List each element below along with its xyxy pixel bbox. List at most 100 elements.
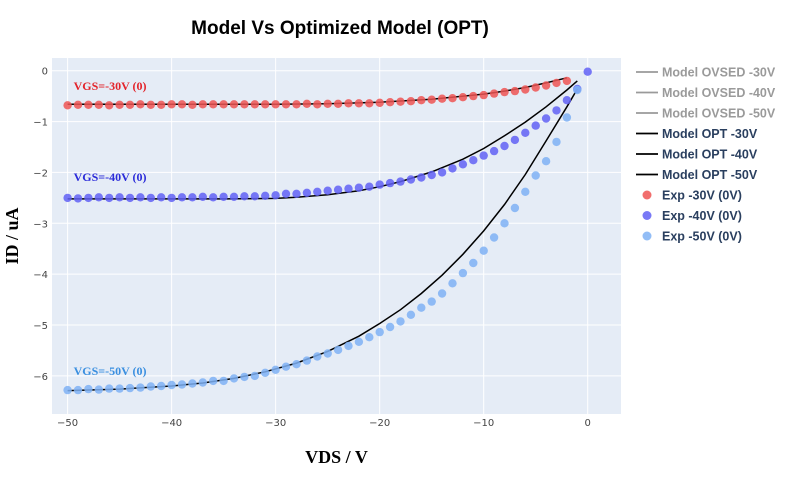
data-point (562, 96, 572, 105)
data-point (105, 384, 114, 393)
data-point (146, 193, 155, 203)
data-point (552, 78, 561, 88)
chart-title: Model Vs Optimized Model (OPT) (191, 18, 489, 39)
data-point (333, 345, 343, 355)
legend-item[interactable]: Exp -40V (0V) (642, 209, 742, 223)
data-point (437, 94, 447, 103)
data-point (125, 383, 135, 393)
data-point (250, 371, 259, 381)
legend-label: Exp -40V (0V) (662, 209, 742, 223)
data-point (489, 233, 499, 242)
data-point (177, 193, 187, 202)
data-point (385, 98, 395, 107)
data-point (344, 184, 353, 193)
data-point (84, 100, 93, 110)
x-tick-label: 0 (585, 418, 591, 429)
x-tick-label: −40 (161, 418, 182, 429)
data-point (240, 100, 249, 109)
data-point (573, 85, 582, 95)
data-point (448, 94, 457, 103)
legend-item[interactable]: Model OPT -30V (636, 127, 758, 141)
data-point (115, 384, 124, 393)
data-point (240, 192, 249, 201)
data-point (84, 384, 93, 394)
data-point (417, 173, 426, 182)
data-point (229, 192, 239, 201)
data-point (136, 193, 145, 202)
data-point (469, 156, 478, 165)
data-point (479, 90, 488, 100)
data-point (209, 100, 218, 109)
data-point (510, 203, 520, 213)
y-tick-label: −2 (33, 168, 48, 179)
data-point (63, 101, 72, 110)
data-point (313, 352, 322, 361)
data-point (448, 279, 457, 288)
legend-item[interactable]: Exp -30V (0V) (642, 189, 742, 203)
data-point (302, 188, 312, 197)
data-point (167, 380, 176, 390)
data-point (323, 186, 332, 195)
series-annotations: VGS=-30V (0) VGS=-40V (0) VGS=-50V (0) (74, 79, 147, 378)
data-point (73, 385, 83, 395)
data-point (198, 100, 207, 109)
legend-item[interactable]: Model OPT -40V (636, 148, 758, 162)
legend-item[interactable]: Model OVSED -30V (636, 66, 776, 80)
data-point (157, 100, 166, 110)
data-point (541, 157, 551, 166)
data-point (271, 191, 280, 200)
data-point (531, 171, 540, 180)
legend-label: Exp -50V (0V) (662, 230, 742, 244)
data-point (167, 193, 176, 203)
y-tick-label: −1 (33, 118, 48, 129)
legend-item[interactable]: Exp -50V (0V) (642, 230, 742, 244)
data-point (271, 100, 280, 109)
data-point (458, 268, 468, 278)
data-point (365, 99, 374, 108)
data-point (94, 193, 104, 202)
data-point (396, 317, 405, 326)
legend-label: Exp -30V (0V) (662, 189, 742, 203)
legend: Model OVSED -30V Model OVSED -40V Model OV… (636, 66, 776, 244)
model-line (67, 88, 578, 392)
legend-item[interactable]: Model OPT -50V (636, 168, 758, 182)
x-tick-label: −50 (57, 418, 78, 429)
data-point (531, 121, 540, 130)
series-annotation: VGS=-50V (0) (74, 364, 147, 378)
data-point (84, 193, 93, 203)
data-point (354, 337, 364, 346)
data-point (292, 189, 301, 198)
data-point (198, 378, 207, 387)
plot-area (52, 58, 621, 414)
y-tick-label: −4 (33, 270, 48, 281)
legend-item[interactable]: Model OVSED -40V (636, 86, 776, 100)
data-point (562, 113, 572, 122)
data-point (521, 85, 530, 94)
data-point (261, 368, 270, 377)
data-point (323, 349, 332, 358)
data-point (292, 360, 301, 369)
x-tick-label: −20 (369, 418, 390, 429)
data-point (344, 341, 353, 351)
data-point (417, 303, 426, 312)
data-point (448, 164, 457, 173)
data-point (562, 76, 572, 86)
legend-item[interactable]: Model OVSED -50V (636, 107, 776, 121)
data-point (427, 297, 436, 306)
series-annotation: VGS=-30V (0) (74, 79, 147, 93)
legend-label: Model OPT -50V (662, 168, 758, 182)
data-point (177, 100, 187, 109)
data-point (333, 185, 343, 194)
data-point (188, 193, 197, 202)
data-point (94, 385, 104, 394)
data-point (229, 100, 239, 109)
y-tick-label: −3 (33, 219, 48, 230)
data-point (63, 193, 72, 203)
data-point (302, 99, 312, 109)
data-point (125, 193, 135, 203)
data-point (157, 193, 166, 202)
data-point (375, 180, 384, 189)
gridlines (52, 58, 621, 414)
data-point (541, 81, 551, 90)
data-point (406, 310, 416, 319)
